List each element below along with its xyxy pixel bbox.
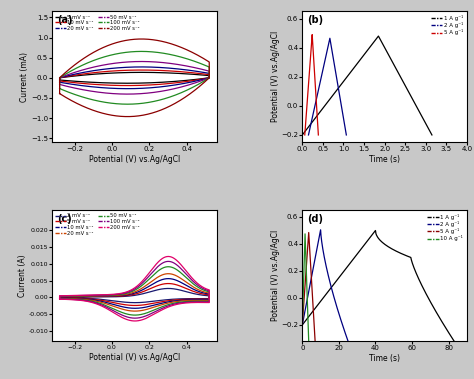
Text: (c): (c) <box>57 214 72 224</box>
X-axis label: Potential (V) vs.Ag/AgCl: Potential (V) vs.Ag/AgCl <box>89 155 180 164</box>
Legend: 2 mV s⁻¹, 5 mV s⁻¹, 10 mV s⁻¹, 20 mV s⁻¹, 50 mV s⁻¹, 100 mV s⁻¹, 200 mV s⁻¹: 2 mV s⁻¹, 5 mV s⁻¹, 10 mV s⁻¹, 20 mV s⁻¹… <box>55 213 140 236</box>
Text: (b): (b) <box>307 15 323 25</box>
Y-axis label: Current (A): Current (A) <box>18 254 27 297</box>
Y-axis label: Current (mA): Current (mA) <box>20 52 29 102</box>
Legend: 1 A g⁻¹, 2 A g⁻¹, 5 A g⁻¹: 1 A g⁻¹, 2 A g⁻¹, 5 A g⁻¹ <box>430 14 464 37</box>
Text: (a): (a) <box>57 15 73 25</box>
Legend: 5 mV s⁻¹, 10 mV s⁻¹, 20 mV s⁻¹, 50 mV s⁻¹, 100 mV s⁻¹, 200 mV s⁻¹: 5 mV s⁻¹, 10 mV s⁻¹, 20 mV s⁻¹, 50 mV s⁻… <box>55 14 140 32</box>
X-axis label: Time (s): Time (s) <box>369 354 400 363</box>
X-axis label: Time (s): Time (s) <box>369 155 400 164</box>
X-axis label: Potential (V) vs.Ag/AgCl: Potential (V) vs.Ag/AgCl <box>89 353 180 362</box>
Y-axis label: Potential (V) vs.Ag/AgCl: Potential (V) vs.Ag/AgCl <box>271 31 280 122</box>
Legend: 1 A g⁻¹, 2 A g⁻¹, 5 A g⁻¹, 10 A g⁻¹: 1 A g⁻¹, 2 A g⁻¹, 5 A g⁻¹, 10 A g⁻¹ <box>426 213 464 243</box>
Y-axis label: Potential (V) vs.Ag/AgCl: Potential (V) vs.Ag/AgCl <box>271 230 280 321</box>
Text: (d): (d) <box>307 214 323 224</box>
